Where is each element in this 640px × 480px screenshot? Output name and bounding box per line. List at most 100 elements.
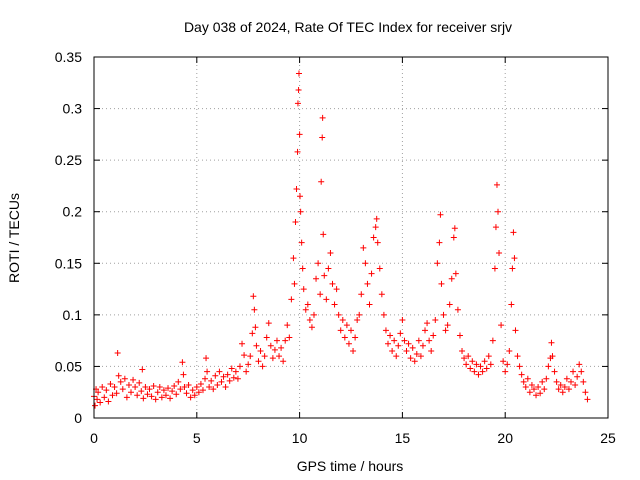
data-point bbox=[389, 347, 396, 354]
data-point bbox=[487, 361, 494, 368]
y-axis-label: ROTI / TECUs bbox=[6, 193, 22, 283]
y-tick-label: 0.25 bbox=[55, 152, 82, 168]
tick-labels: 0 5 10 15 20 25 0 0.05 0.1 0.15 0.2 0.25 0.3 0.35 bbox=[55, 49, 616, 446]
data-point bbox=[508, 301, 515, 308]
data-point bbox=[397, 330, 404, 337]
data-point bbox=[530, 386, 537, 393]
data-point bbox=[230, 374, 237, 381]
data-point bbox=[297, 208, 304, 215]
data-point bbox=[132, 384, 139, 391]
data-point bbox=[259, 363, 266, 370]
data-point bbox=[294, 148, 301, 155]
data-point bbox=[567, 378, 574, 385]
x-tick-label: 15 bbox=[395, 430, 411, 446]
data-point bbox=[320, 231, 327, 238]
data-point bbox=[565, 386, 572, 393]
data-point bbox=[424, 320, 431, 327]
data-point bbox=[252, 324, 259, 331]
data-point bbox=[471, 368, 478, 375]
data-point bbox=[239, 340, 246, 347]
data-point bbox=[475, 371, 482, 378]
data-point bbox=[548, 339, 555, 346]
data-point bbox=[461, 355, 468, 362]
data-point bbox=[543, 375, 550, 382]
data-point bbox=[199, 387, 206, 394]
data-point bbox=[559, 389, 566, 396]
data-point bbox=[432, 317, 439, 324]
data-point bbox=[139, 366, 146, 373]
data-point bbox=[345, 340, 352, 347]
data-point bbox=[208, 377, 215, 384]
data-point bbox=[224, 371, 231, 378]
axis-ticks bbox=[93, 56, 609, 419]
data-point bbox=[434, 260, 441, 267]
data-point bbox=[426, 337, 433, 344]
data-point bbox=[210, 386, 217, 393]
data-point bbox=[261, 353, 268, 360]
data-point bbox=[438, 280, 445, 287]
data-point bbox=[167, 395, 174, 402]
data-point bbox=[430, 332, 437, 339]
data-point bbox=[333, 286, 340, 293]
data-point bbox=[459, 347, 466, 354]
data-point bbox=[493, 181, 500, 188]
data-point bbox=[428, 347, 435, 354]
data-point bbox=[495, 208, 502, 215]
data-point bbox=[582, 389, 589, 396]
data-point bbox=[469, 358, 476, 365]
data-point bbox=[296, 131, 303, 138]
data-point bbox=[175, 378, 182, 385]
data-point bbox=[250, 293, 257, 300]
data-point bbox=[356, 311, 363, 318]
data-point bbox=[148, 393, 155, 400]
data-point bbox=[512, 327, 519, 334]
data-point bbox=[136, 379, 143, 386]
x-tick-label: 20 bbox=[497, 430, 513, 446]
data-point bbox=[183, 390, 190, 397]
data-point bbox=[218, 378, 225, 385]
data-point bbox=[391, 337, 398, 344]
data-point bbox=[516, 363, 523, 370]
data-point bbox=[387, 332, 394, 339]
data-point bbox=[352, 334, 359, 341]
data-point bbox=[537, 390, 544, 397]
data-point bbox=[300, 286, 307, 293]
data-point bbox=[483, 365, 490, 372]
data-point bbox=[348, 327, 354, 334]
data-point bbox=[241, 352, 248, 359]
data-point bbox=[327, 249, 334, 256]
data-point bbox=[273, 337, 280, 344]
data-point bbox=[382, 327, 389, 334]
data-point bbox=[419, 342, 426, 349]
data-point bbox=[154, 389, 161, 396]
data-points bbox=[91, 70, 591, 409]
data-point bbox=[318, 178, 325, 185]
data-point bbox=[321, 272, 328, 279]
x-axis-label: GPS time / hours bbox=[297, 458, 404, 474]
data-point bbox=[477, 363, 484, 370]
x-tick-label: 0 bbox=[90, 430, 98, 446]
data-point bbox=[158, 394, 165, 401]
data-point bbox=[405, 340, 412, 347]
data-point bbox=[290, 255, 297, 262]
data-point bbox=[97, 399, 104, 406]
data-point bbox=[557, 381, 564, 388]
data-point bbox=[271, 346, 278, 353]
data-point bbox=[411, 358, 418, 365]
data-point bbox=[308, 324, 315, 331]
data-point bbox=[436, 239, 443, 246]
data-point bbox=[380, 311, 387, 318]
data-point bbox=[232, 368, 239, 375]
data-point bbox=[415, 337, 422, 344]
y-tick-label: 0.05 bbox=[55, 358, 82, 374]
y-tick-label: 0.2 bbox=[63, 204, 83, 220]
data-point bbox=[319, 114, 326, 121]
data-point bbox=[191, 392, 198, 399]
data-point bbox=[142, 384, 149, 391]
data-point bbox=[123, 394, 130, 401]
data-point bbox=[146, 386, 153, 393]
data-point bbox=[113, 390, 120, 397]
data-point bbox=[204, 368, 211, 375]
x-tick-label: 25 bbox=[600, 430, 616, 446]
data-point bbox=[378, 291, 385, 298]
